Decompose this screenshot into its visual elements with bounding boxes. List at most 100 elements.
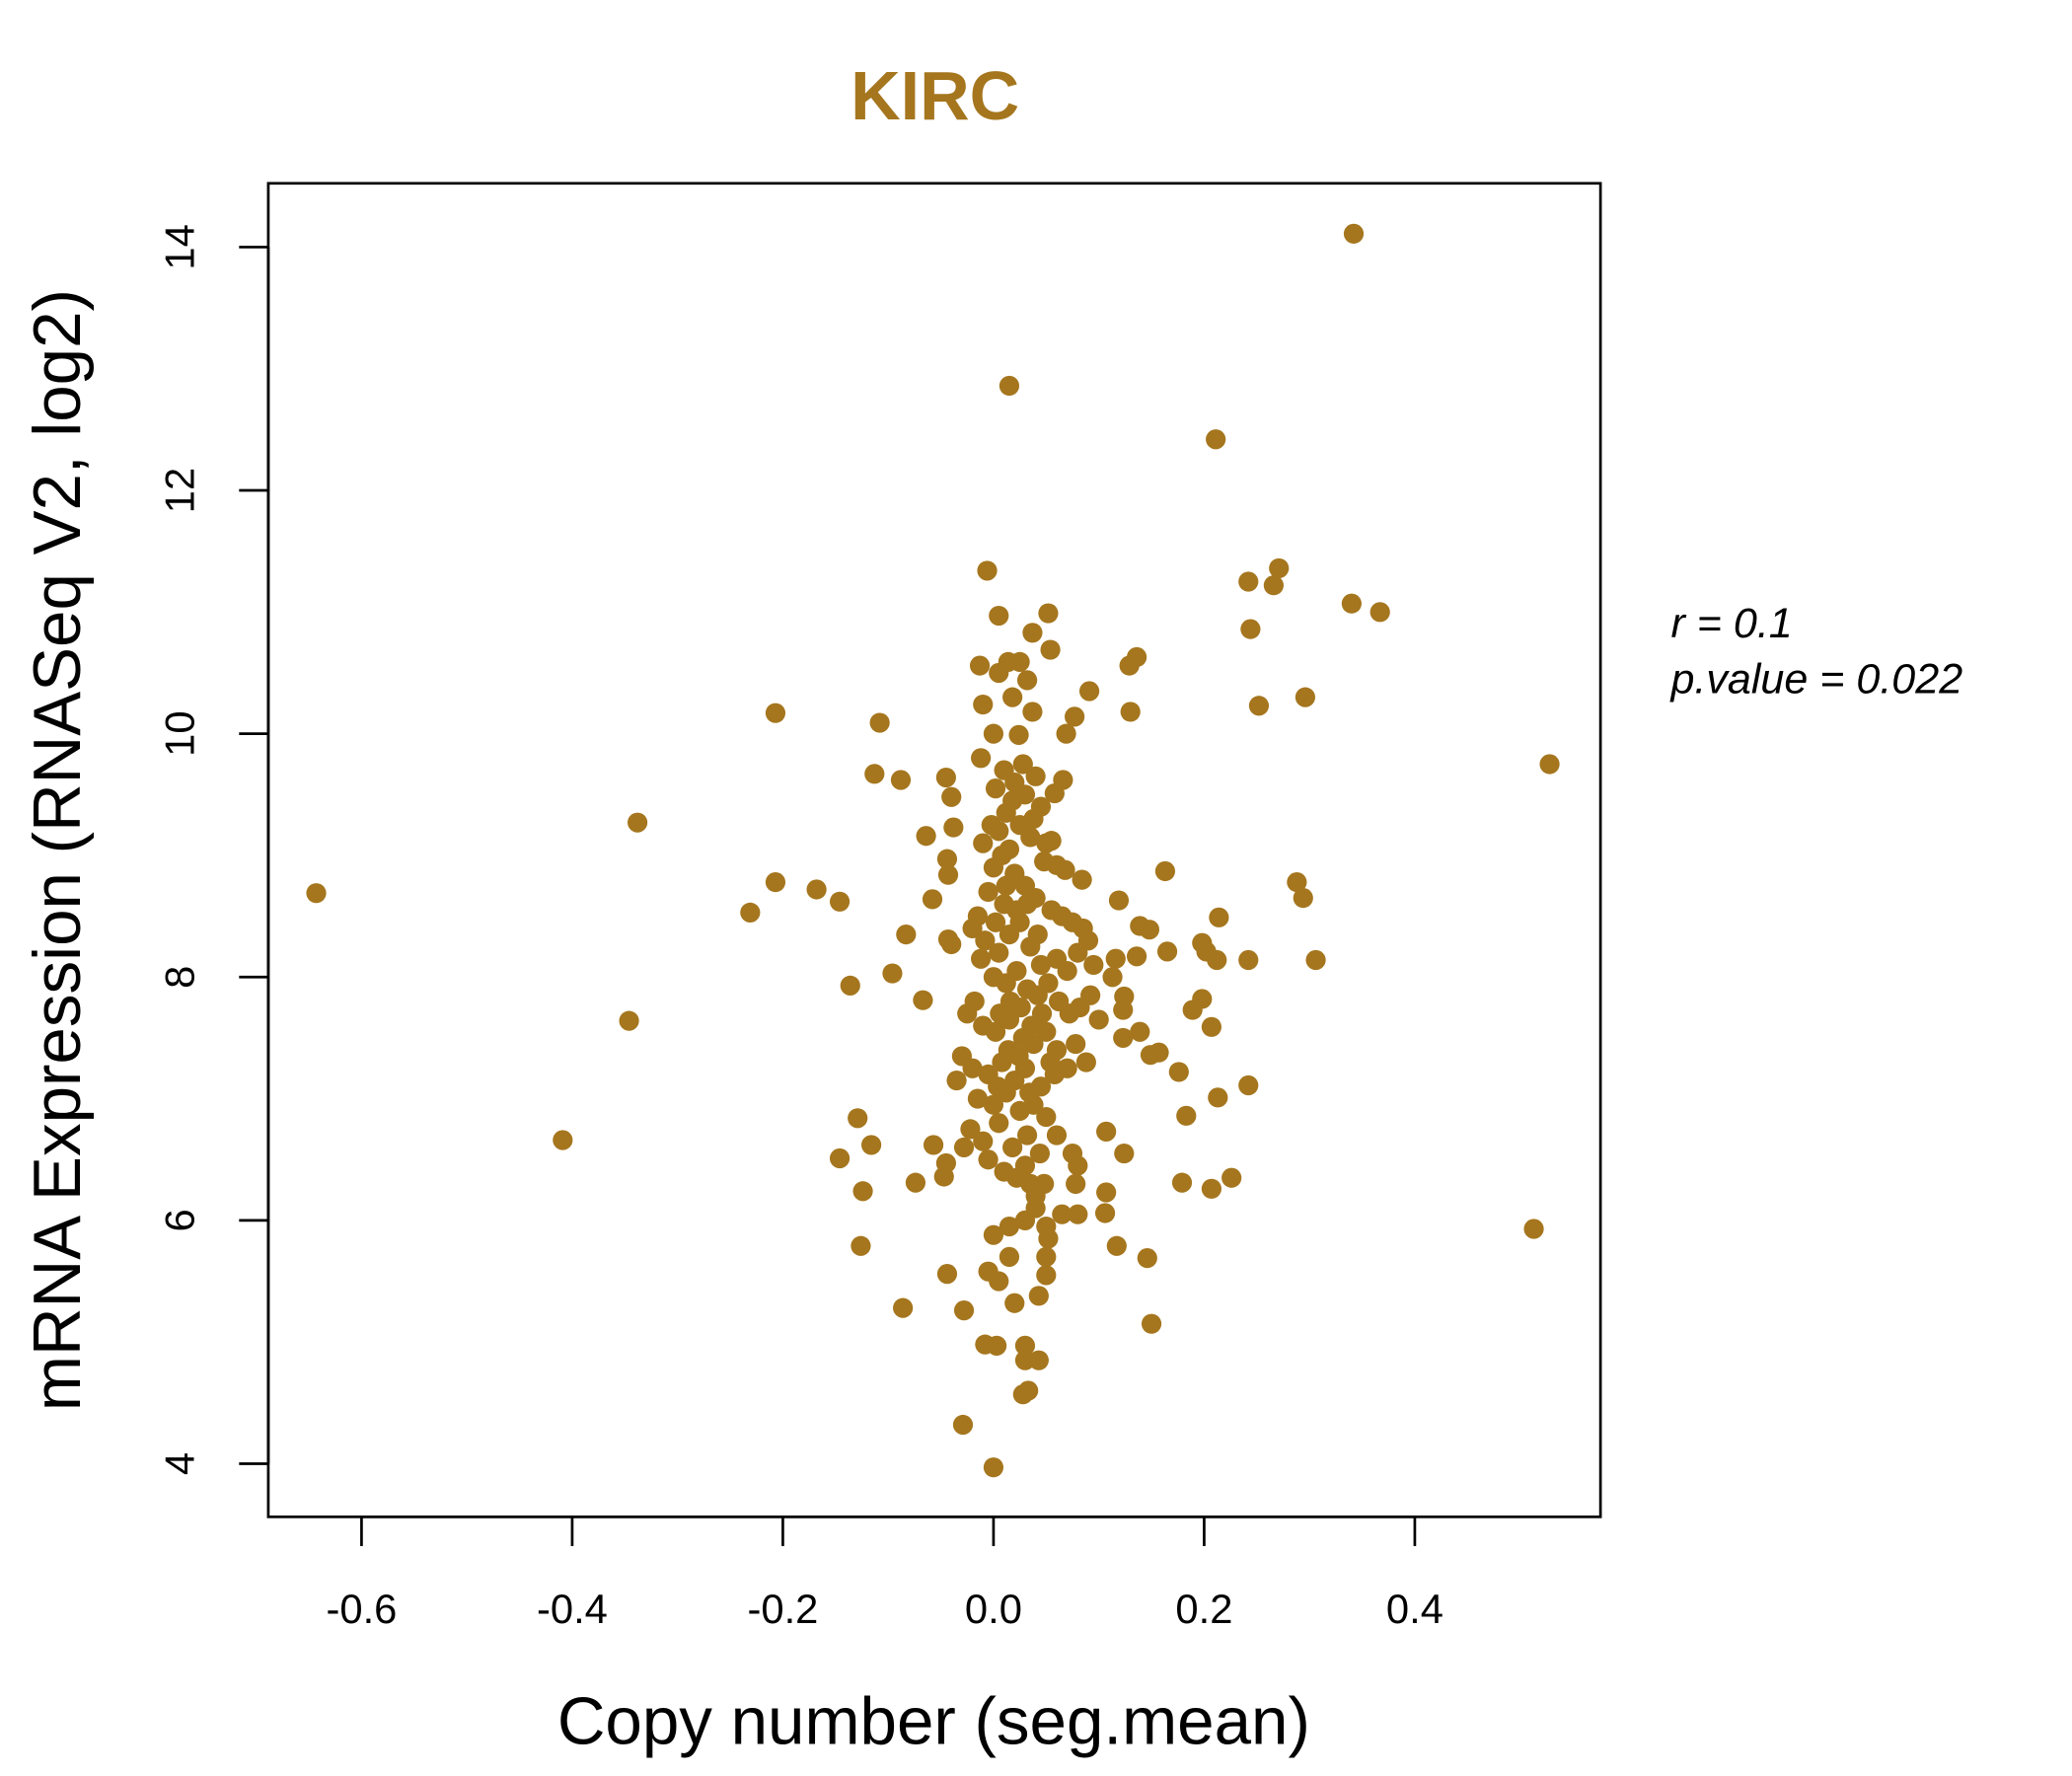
data-point <box>1305 949 1326 971</box>
data-point <box>933 1166 954 1187</box>
x-tick-label: -0.6 <box>326 1586 397 1632</box>
data-point <box>923 1135 944 1155</box>
data-point <box>967 1088 989 1109</box>
data-point <box>765 703 786 723</box>
data-point <box>1201 1178 1221 1199</box>
data-point <box>953 1137 975 1157</box>
data-point <box>306 883 327 904</box>
data-point <box>946 1070 967 1091</box>
data-point <box>1206 429 1226 450</box>
data-point <box>1078 681 1100 702</box>
data-point <box>1106 1235 1127 1256</box>
data-point <box>977 560 998 581</box>
data-point <box>1207 949 1227 971</box>
x-axis: -0.6 -0.4 -0.2 0.0 0.2 0.4 <box>326 1515 1443 1632</box>
data-point <box>1065 706 1085 727</box>
data-point <box>1025 1186 1046 1207</box>
chart-title: KIRC <box>851 57 1019 134</box>
data-point <box>829 891 851 912</box>
data-point <box>990 1003 1010 1024</box>
data-point <box>1030 954 1052 976</box>
data-point <box>1014 1210 1036 1230</box>
data-point <box>890 770 912 790</box>
data-point <box>1016 1125 1038 1146</box>
data-point <box>1036 833 1057 853</box>
data-point <box>989 1113 1009 1134</box>
r-annotation: r = 0.1 <box>1670 600 1792 647</box>
data-point <box>869 712 890 733</box>
data-point <box>1269 557 1290 579</box>
data-point <box>973 694 994 715</box>
data-point <box>1114 1143 1135 1164</box>
data-point <box>1040 639 1061 660</box>
data-point <box>1016 670 1038 691</box>
data-point <box>1022 623 1043 643</box>
data-point <box>1148 1042 1169 1063</box>
data-point <box>1044 782 1065 804</box>
x-tick-label: 0.0 <box>965 1586 1022 1632</box>
data-point <box>1022 702 1043 722</box>
data-point <box>937 864 959 885</box>
data-point <box>969 655 991 676</box>
data-point <box>1120 702 1141 722</box>
data-point <box>1002 1137 1023 1157</box>
data-point <box>999 1246 1020 1267</box>
data-point <box>1038 973 1059 994</box>
data-point <box>1018 1380 1039 1401</box>
data-point <box>1036 1265 1057 1286</box>
data-point <box>1072 869 1092 890</box>
data-point <box>1343 223 1365 244</box>
data-point <box>983 1457 1004 1478</box>
data-point <box>806 879 827 900</box>
data-point <box>1248 696 1270 716</box>
data-point <box>1130 1021 1150 1042</box>
data-point <box>1102 967 1123 988</box>
x-tick-label: 0.4 <box>1386 1586 1443 1632</box>
y-axis-label: mRNA Expression (RNASeq V2, log2) <box>21 289 95 1411</box>
data-point <box>971 748 992 769</box>
data-point <box>1055 859 1075 880</box>
data-point <box>1036 1106 1057 1128</box>
data-point <box>989 942 1009 963</box>
data-point <box>998 1040 1018 1061</box>
data-point <box>765 871 786 893</box>
data-point <box>962 918 983 939</box>
data-point <box>1057 1058 1077 1078</box>
data-point <box>989 605 1009 627</box>
data-point <box>922 889 943 910</box>
data-point <box>1036 1246 1057 1267</box>
data-point <box>1046 948 1068 969</box>
data-point <box>952 1414 974 1436</box>
data-point <box>999 1216 1020 1237</box>
data-point <box>989 662 1009 684</box>
data-point <box>1083 954 1104 976</box>
data-point <box>988 1076 1008 1097</box>
data-point <box>1127 646 1147 668</box>
data-point <box>1295 687 1315 707</box>
data-point <box>628 812 648 833</box>
y-tick-label: 8 <box>157 966 203 989</box>
data-point <box>1113 1027 1134 1049</box>
y-tick-label: 6 <box>157 1209 203 1231</box>
data-point <box>1341 593 1362 614</box>
data-point <box>829 1147 851 1169</box>
data-point <box>983 723 1004 744</box>
data-point <box>1113 999 1134 1020</box>
x-axis-label: Copy number (seg.mean) <box>557 1685 1310 1759</box>
data-point <box>1182 999 1203 1020</box>
data-point <box>1025 766 1046 786</box>
p-value-annotation: p.value = 0.022 <box>1668 656 1962 703</box>
data-point <box>1094 1203 1116 1223</box>
data-point <box>1038 1228 1059 1249</box>
data-point <box>882 963 903 984</box>
data-point <box>1004 1293 1025 1313</box>
data-point <box>1002 790 1023 811</box>
data-point <box>1088 1009 1109 1030</box>
data-point <box>1238 571 1259 592</box>
data-point <box>860 1135 882 1155</box>
data-point <box>1027 925 1048 945</box>
y-axis: 4 6 8 10 12 14 <box>157 224 270 1475</box>
data-point <box>1238 1074 1259 1096</box>
data-point <box>1016 894 1038 915</box>
